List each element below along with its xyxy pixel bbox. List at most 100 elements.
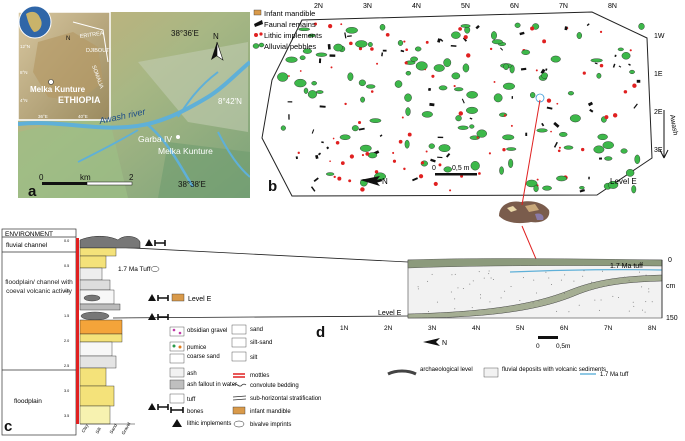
sediment-dot bbox=[450, 291, 452, 293]
bone-mark bbox=[310, 186, 316, 192]
bone-mark bbox=[540, 68, 546, 75]
lithic-mark bbox=[333, 175, 336, 179]
bone-mark bbox=[462, 37, 468, 42]
sediment-dot bbox=[612, 295, 614, 297]
lat-top: 38°36'E bbox=[171, 29, 199, 38]
inset-country: ETHIOPIA bbox=[58, 95, 101, 105]
pebble-mark bbox=[451, 31, 461, 39]
convolute-icon bbox=[232, 383, 247, 387]
bone-mark bbox=[636, 79, 641, 83]
pebble-mark bbox=[358, 79, 366, 87]
bone-mark bbox=[586, 23, 590, 27]
pebble-mark bbox=[428, 143, 435, 149]
bone-mark bbox=[313, 177, 319, 183]
pebble-mark bbox=[405, 70, 412, 76]
pebble-mark bbox=[530, 92, 536, 99]
svg-text:2: 2 bbox=[129, 173, 134, 182]
sediment-dot bbox=[436, 301, 438, 303]
lithic-mark bbox=[449, 189, 452, 192]
sediment-dot bbox=[568, 311, 570, 313]
pebble-mark bbox=[311, 81, 317, 86]
lithic-triangle-icon bbox=[172, 419, 182, 427]
lithic-mark bbox=[489, 47, 493, 51]
lithic-mark bbox=[418, 174, 424, 179]
lithic-mark bbox=[530, 26, 535, 31]
stratification-icon bbox=[232, 395, 247, 401]
bone-mark bbox=[344, 32, 347, 39]
bone-mark bbox=[427, 87, 432, 92]
bone-mark bbox=[382, 49, 387, 52]
sediment-dot bbox=[578, 304, 580, 306]
svg-text:tuff: tuff bbox=[187, 397, 196, 403]
lithic-mark bbox=[460, 174, 464, 178]
sediment-dot bbox=[451, 274, 453, 276]
pebble-mark bbox=[514, 22, 521, 28]
pebble-mark bbox=[542, 185, 552, 191]
sediment-dot bbox=[582, 275, 584, 277]
bone-icon bbox=[154, 240, 166, 246]
sediment-dot bbox=[600, 299, 602, 301]
section-grid-7N: 7N bbox=[604, 325, 613, 332]
depth-tick: 2.5 bbox=[64, 364, 69, 368]
panel-c-log: ENVIRONMENT fluvial channel floodplain/ … bbox=[0, 228, 330, 436]
sediment-dot bbox=[480, 297, 482, 299]
lithic-mark bbox=[370, 90, 374, 93]
svg-text:archaeological level: archaeological level bbox=[420, 367, 473, 373]
svg-text:fluvial deposits with volcanic: fluvial deposits with volcanic sediments bbox=[502, 367, 606, 373]
lithic-triangle-icon bbox=[145, 239, 153, 246]
log-tuff-label: 1.7 Ma Tuff bbox=[118, 266, 151, 273]
pebble-mark bbox=[597, 133, 608, 140]
pebble-mark bbox=[493, 93, 503, 103]
sediment-dot bbox=[490, 277, 492, 279]
lithic-mark bbox=[629, 49, 632, 52]
pebble-mark bbox=[491, 31, 497, 40]
sand-icon bbox=[231, 324, 247, 335]
inset-coord-36e: 36°E bbox=[38, 114, 48, 119]
pebble-mark bbox=[405, 107, 411, 116]
section-grid-5N: 5N bbox=[516, 325, 525, 332]
sediment-dot bbox=[472, 280, 474, 282]
sediment-dot bbox=[560, 279, 562, 281]
pebble-mark bbox=[443, 58, 452, 67]
bone-mark bbox=[599, 157, 603, 160]
tuff-line bbox=[509, 269, 663, 273]
lithic-mark bbox=[392, 159, 397, 163]
lithic-mark bbox=[632, 83, 637, 88]
sediment-dot bbox=[548, 277, 550, 279]
lithic-mark bbox=[612, 113, 618, 118]
svg-text:obsidian gravel: obsidian gravel bbox=[187, 328, 227, 334]
env-floodplain: floodplain bbox=[14, 398, 42, 405]
depth-tick: 1.0 bbox=[64, 289, 69, 293]
svg-text:coarse sand: coarse sand bbox=[187, 354, 220, 360]
pebble-mark bbox=[469, 124, 475, 129]
plan-grid-5N: 5N bbox=[461, 3, 470, 10]
svg-text:N: N bbox=[213, 32, 219, 41]
pebble-mark bbox=[607, 180, 619, 189]
bone-mark bbox=[587, 101, 594, 107]
lithic-icon bbox=[254, 33, 258, 37]
mottles-icon bbox=[233, 373, 245, 378]
map-scale-bar: 0 km 2 bbox=[39, 173, 134, 186]
sediment-dot bbox=[564, 292, 566, 294]
pebble-mark bbox=[315, 52, 328, 57]
pebble-mark bbox=[443, 166, 452, 173]
plan-grid-7N: 7N bbox=[559, 3, 568, 10]
sediment-dot bbox=[598, 309, 600, 311]
svg-text:0: 0 bbox=[39, 173, 44, 182]
pebble-mark bbox=[451, 72, 461, 80]
pebble-mark bbox=[502, 82, 515, 90]
pumice-icon bbox=[169, 341, 185, 352]
section-legend: archaeological level fluvial deposits wi… bbox=[387, 367, 629, 378]
pebble-mark bbox=[302, 48, 312, 54]
lithic-mark bbox=[365, 152, 370, 156]
sediment-dot bbox=[573, 280, 575, 282]
bone-mark bbox=[315, 154, 319, 160]
log-legend-right: sand silt-sand silt mottles convolute be… bbox=[231, 324, 321, 428]
pebble-mark bbox=[629, 69, 635, 75]
lithic-mark bbox=[340, 161, 345, 166]
tuff-icon bbox=[169, 393, 185, 404]
ash-fallout-icon bbox=[169, 379, 185, 390]
sediment-dot bbox=[431, 273, 433, 275]
lithic-mark bbox=[463, 35, 468, 40]
pebble-mark bbox=[602, 141, 614, 150]
